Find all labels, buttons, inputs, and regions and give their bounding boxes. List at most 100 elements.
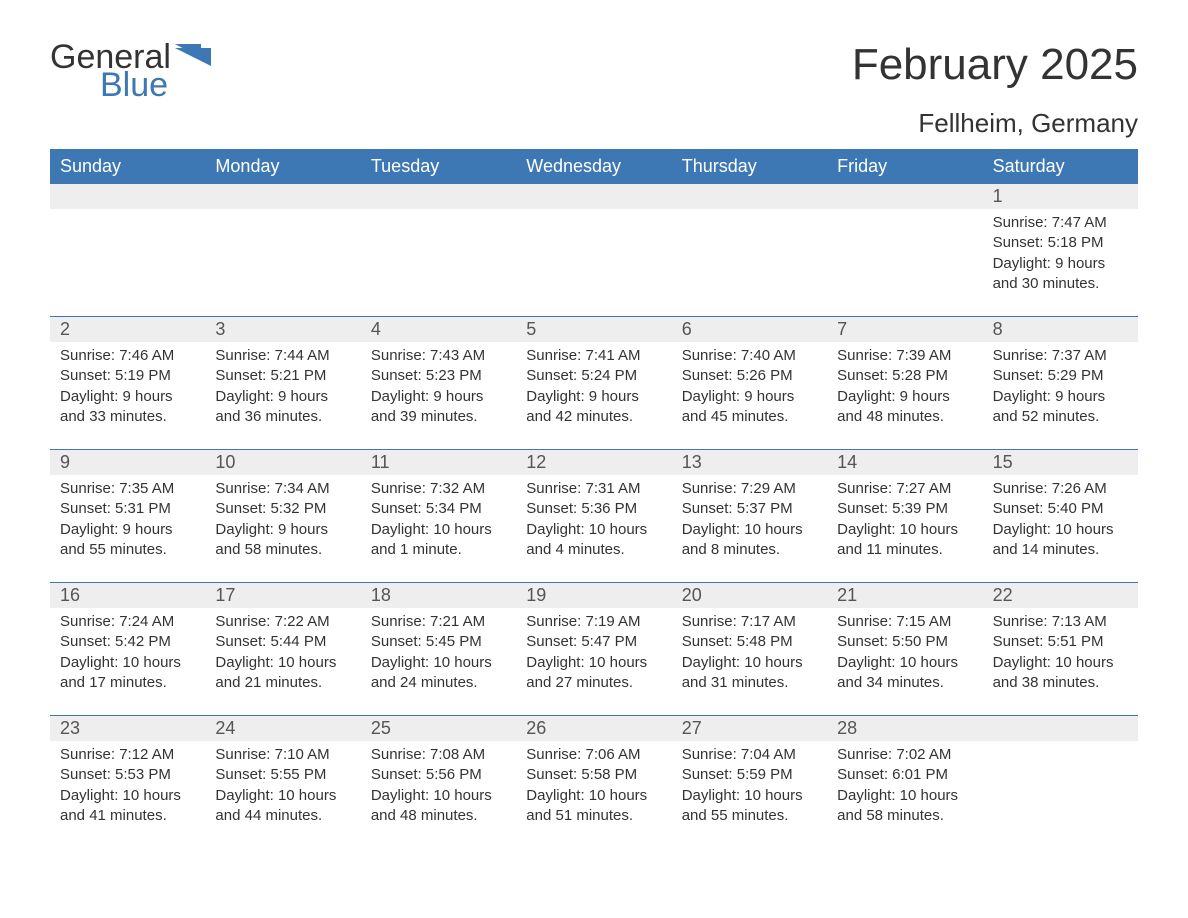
day-number: 7 [827,317,982,342]
calendar-page: General Blue February 2025 Fellheim, Ger… [0,0,1188,888]
sunset-text: Sunset: 5:53 PM [60,765,195,785]
day-cell: Sunrise: 7:21 AMSunset: 5:45 PMDaylight:… [361,608,516,715]
daylight-text: Daylight: 10 hours and 4 minutes. [526,520,661,561]
sunset-text: Sunset: 5:18 PM [993,233,1128,253]
daylight-text: Daylight: 9 hours and 55 minutes. [60,520,195,561]
day-cell: Sunrise: 7:35 AMSunset: 5:31 PMDaylight:… [50,475,205,582]
sunset-text: Sunset: 5:34 PM [371,499,506,519]
sunset-text: Sunset: 5:56 PM [371,765,506,785]
day-number-row: 2345678 [50,317,1138,342]
day-cell [205,209,360,316]
sunrise-text: Sunrise: 7:15 AM [837,612,972,632]
day-number: 26 [516,716,671,741]
sunrise-text: Sunrise: 7:26 AM [993,479,1128,499]
sunrise-text: Sunrise: 7:39 AM [837,346,972,366]
daylight-text: Daylight: 9 hours and 45 minutes. [682,387,817,428]
day-body-row: Sunrise: 7:24 AMSunset: 5:42 PMDaylight:… [50,608,1138,715]
day-number: 16 [50,583,205,608]
weekday-header: Tuesday [361,149,516,184]
flag-icon [175,44,215,77]
sunset-text: Sunset: 5:28 PM [837,366,972,386]
day-cell: Sunrise: 7:27 AMSunset: 5:39 PMDaylight:… [827,475,982,582]
month-title: February 2025 [852,40,1138,90]
day-number: 22 [983,583,1138,608]
calendar-grid: Sunday Monday Tuesday Wednesday Thursday… [50,149,1138,848]
sunrise-text: Sunrise: 7:43 AM [371,346,506,366]
daylight-text: Daylight: 9 hours and 36 minutes. [215,387,350,428]
sunrise-text: Sunrise: 7:32 AM [371,479,506,499]
sunset-text: Sunset: 5:24 PM [526,366,661,386]
sunset-text: Sunset: 5:32 PM [215,499,350,519]
sunrise-text: Sunrise: 7:22 AM [215,612,350,632]
sunrise-text: Sunrise: 7:44 AM [215,346,350,366]
daylight-text: Daylight: 10 hours and 55 minutes. [682,786,817,827]
sunset-text: Sunset: 6:01 PM [837,765,972,785]
sunrise-text: Sunrise: 7:27 AM [837,479,972,499]
sunset-text: Sunset: 5:51 PM [993,632,1128,652]
daylight-text: Daylight: 9 hours and 39 minutes. [371,387,506,428]
day-cell [50,209,205,316]
day-body-row: Sunrise: 7:12 AMSunset: 5:53 PMDaylight:… [50,741,1138,848]
day-number-row: 1 [50,184,1138,209]
daylight-text: Daylight: 9 hours and 33 minutes. [60,387,195,428]
day-cell: Sunrise: 7:02 AMSunset: 6:01 PMDaylight:… [827,741,982,848]
day-cell: Sunrise: 7:44 AMSunset: 5:21 PMDaylight:… [205,342,360,449]
logo-text-block: General Blue [50,40,171,102]
sunset-text: Sunset: 5:19 PM [60,366,195,386]
daylight-text: Daylight: 10 hours and 38 minutes. [993,653,1128,694]
day-number: 14 [827,450,982,475]
day-cell [827,209,982,316]
sunset-text: Sunset: 5:48 PM [682,632,817,652]
day-number: 1 [983,184,1138,209]
day-number: 25 [361,716,516,741]
day-number: 3 [205,317,360,342]
sunset-text: Sunset: 5:47 PM [526,632,661,652]
daylight-text: Daylight: 10 hours and 58 minutes. [837,786,972,827]
day-number: 24 [205,716,360,741]
sunset-text: Sunset: 5:21 PM [215,366,350,386]
sunset-text: Sunset: 5:37 PM [682,499,817,519]
sunset-text: Sunset: 5:59 PM [682,765,817,785]
day-number: 17 [205,583,360,608]
sunrise-text: Sunrise: 7:40 AM [682,346,817,366]
weekday-header: Thursday [672,149,827,184]
daylight-text: Daylight: 10 hours and 8 minutes. [682,520,817,561]
daylight-text: Daylight: 10 hours and 34 minutes. [837,653,972,694]
sunrise-text: Sunrise: 7:04 AM [682,745,817,765]
daylight-text: Daylight: 10 hours and 14 minutes. [993,520,1128,561]
sunrise-text: Sunrise: 7:41 AM [526,346,661,366]
day-body-row: Sunrise: 7:46 AMSunset: 5:19 PMDaylight:… [50,342,1138,449]
day-cell: Sunrise: 7:39 AMSunset: 5:28 PMDaylight:… [827,342,982,449]
day-number: 8 [983,317,1138,342]
weekday-header: Saturday [983,149,1138,184]
daylight-text: Daylight: 10 hours and 44 minutes. [215,786,350,827]
day-cell: Sunrise: 7:47 AMSunset: 5:18 PMDaylight:… [983,209,1138,316]
daylight-text: Daylight: 10 hours and 48 minutes. [371,786,506,827]
day-cell [983,741,1138,848]
daylight-text: Daylight: 9 hours and 42 minutes. [526,387,661,428]
daylight-text: Daylight: 10 hours and 27 minutes. [526,653,661,694]
day-number: 13 [672,450,827,475]
sunset-text: Sunset: 5:40 PM [993,499,1128,519]
sunrise-text: Sunrise: 7:06 AM [526,745,661,765]
day-number [983,716,1138,741]
weekday-header: Friday [827,149,982,184]
header-row: General Blue February 2025 Fellheim, Ger… [50,40,1138,139]
day-number: 15 [983,450,1138,475]
daylight-text: Daylight: 9 hours and 52 minutes. [993,387,1128,428]
sunrise-text: Sunrise: 7:35 AM [60,479,195,499]
day-cell: Sunrise: 7:12 AMSunset: 5:53 PMDaylight:… [50,741,205,848]
sunrise-text: Sunrise: 7:46 AM [60,346,195,366]
day-number: 4 [361,317,516,342]
day-cell: Sunrise: 7:22 AMSunset: 5:44 PMDaylight:… [205,608,360,715]
day-cell: Sunrise: 7:08 AMSunset: 5:56 PMDaylight:… [361,741,516,848]
day-number [516,184,671,209]
day-cell: Sunrise: 7:26 AMSunset: 5:40 PMDaylight:… [983,475,1138,582]
sunrise-text: Sunrise: 7:21 AM [371,612,506,632]
sunset-text: Sunset: 5:55 PM [215,765,350,785]
day-number: 21 [827,583,982,608]
daylight-text: Daylight: 9 hours and 58 minutes. [215,520,350,561]
sunset-text: Sunset: 5:44 PM [215,632,350,652]
sunset-text: Sunset: 5:50 PM [837,632,972,652]
day-cell: Sunrise: 7:06 AMSunset: 5:58 PMDaylight:… [516,741,671,848]
